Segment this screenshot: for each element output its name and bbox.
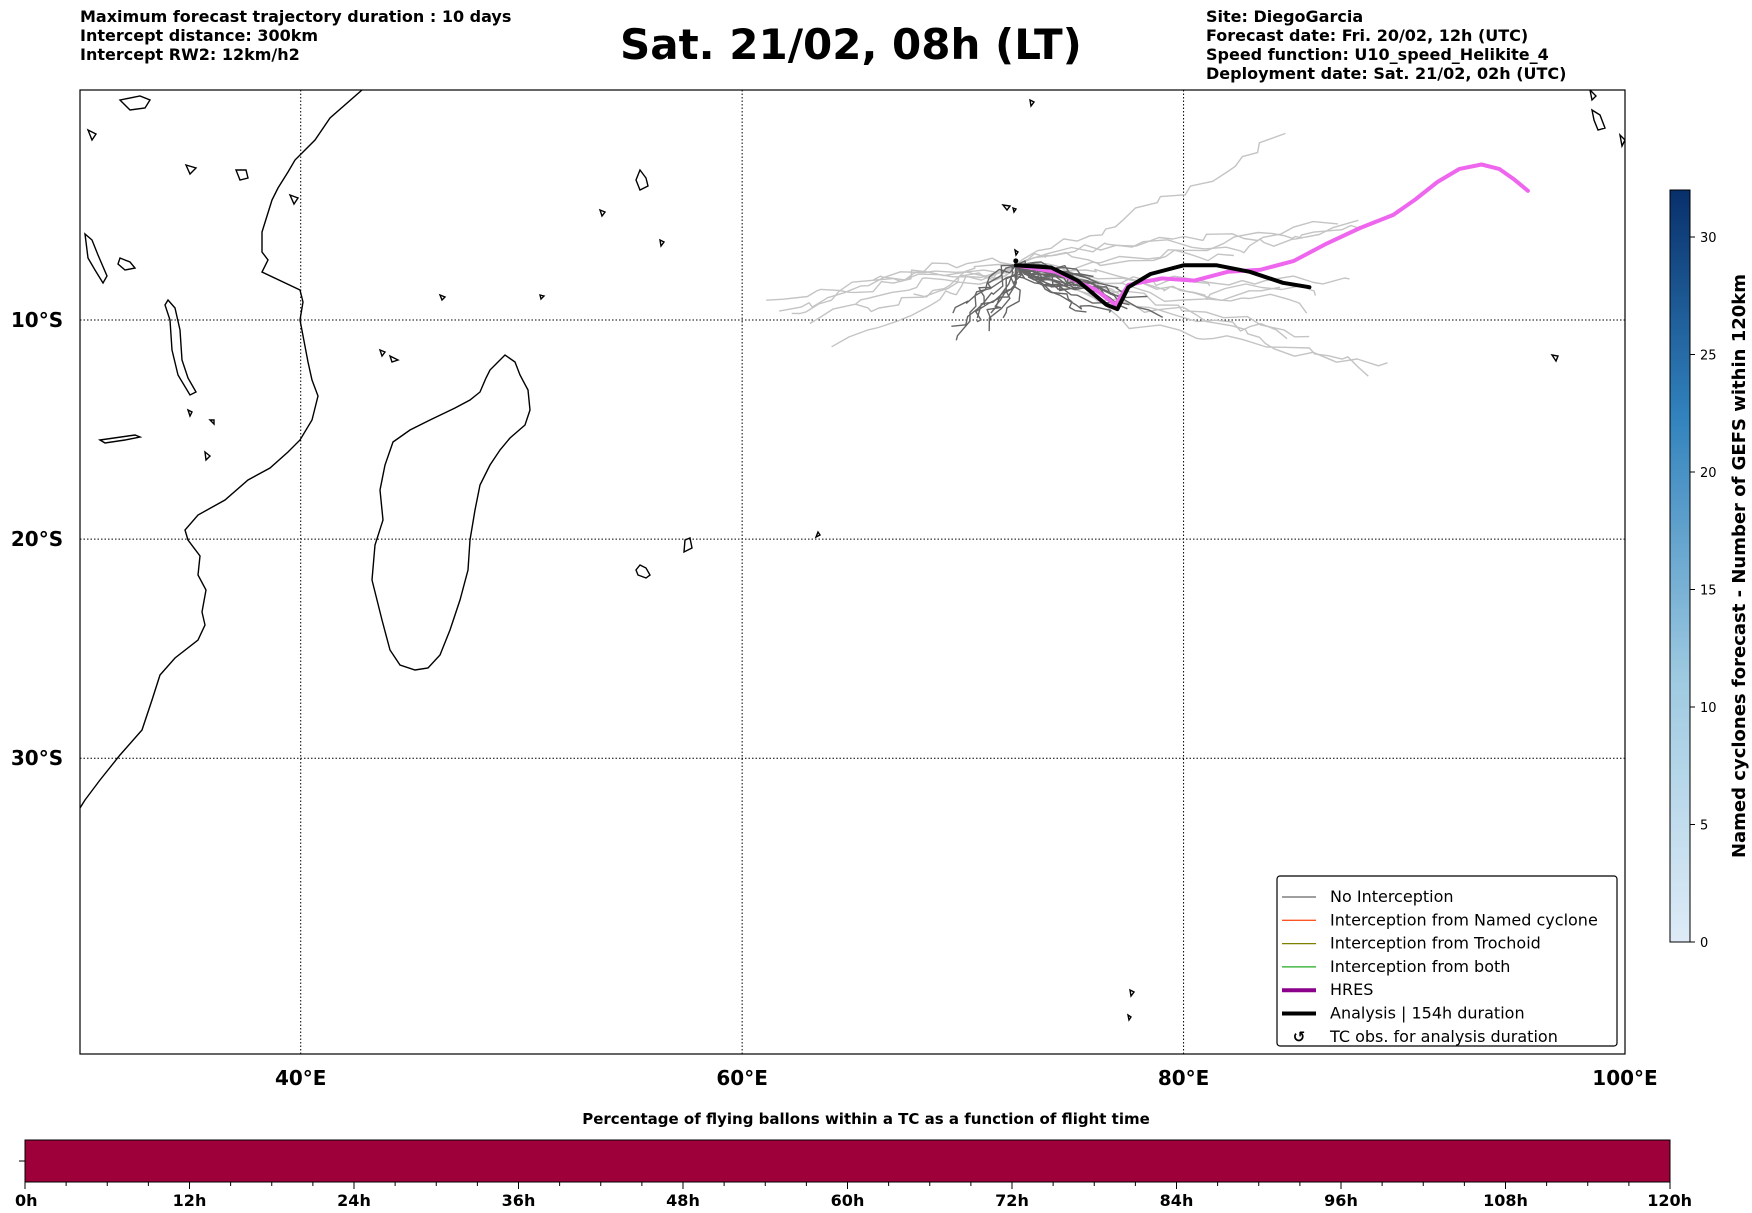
legend-item: Interception from both: [1282, 957, 1510, 976]
legend-box: [1276, 875, 1618, 1047]
colorbar-tick-label: 20: [1700, 466, 1717, 481]
ensemble-trajectory: [951, 264, 1016, 327]
timebar-tick-label: 36h: [502, 1191, 536, 1210]
timebar-tick-label: 60h: [831, 1191, 865, 1210]
lon-tick-label: 100°E: [1592, 1066, 1657, 1090]
ensemble-trajectory: [809, 263, 1016, 325]
legend-item: No Interception: [1282, 887, 1454, 906]
colorbar-tick-label: 5: [1700, 819, 1708, 834]
ensemble-trajectory: [1015, 219, 1359, 266]
madagascar-coastline: [371, 354, 531, 671]
param-intercept-rw2: Intercept RW2: 12km/h2: [80, 45, 300, 64]
colorbar-tick-label: 10: [1700, 701, 1717, 716]
timebar-tick-label: 96h: [1324, 1191, 1358, 1210]
map-frame: [79, 89, 1626, 1055]
speed-function: Speed function: U10_speed_Helikite_4: [1206, 45, 1549, 64]
map-title: Sat. 21/02, 08h (LT): [620, 20, 1082, 69]
cyclone-count-colorbar: Named cyclones forecast - Number of GEFS…: [1669, 189, 1750, 951]
legend-label: HRES: [1330, 980, 1373, 999]
legend-label: Interception from Trochoid: [1330, 934, 1541, 953]
timebar-tick-label: 0h: [15, 1191, 38, 1210]
timebar-tick-label: 108h: [1483, 1191, 1528, 1210]
longitude-labels: 40°E 60°E 80°E 100°E: [275, 1066, 1658, 1090]
colorbar-label: Named cyclones forecast - Number of GEFS…: [1729, 274, 1750, 858]
ensemble-trajectory: [1015, 132, 1286, 266]
map-legend: No Interception Interception from Named c…: [1276, 875, 1618, 1047]
ensemble-trajectory: [1002, 265, 1021, 319]
colorbar-tick-label: 30: [1700, 231, 1717, 246]
analysis-trajectory: [1013, 263, 1312, 312]
site-marker: [1013, 258, 1019, 264]
lon-tick-label: 40°E: [275, 1066, 327, 1090]
site-info: Site: DiegoGarcia Forecast date: Fri. 20…: [1206, 7, 1566, 83]
site-name: Site: DiegoGarcia: [1206, 7, 1364, 26]
timebar-tick-label: 12h: [173, 1191, 207, 1210]
ensemble-trajectory: [1015, 220, 1339, 266]
legend-label: Analysis | 154h duration: [1330, 1004, 1525, 1023]
colorbar-tick-label: 25: [1700, 349, 1717, 364]
lat-tick-label: 30°S: [11, 746, 63, 770]
legend-item: Analysis | 154h duration: [1282, 1004, 1525, 1023]
colorbar-tick-label: 15: [1700, 584, 1717, 599]
lon-tick-label: 80°E: [1158, 1066, 1210, 1090]
lat-tick-label: 10°S: [11, 308, 63, 332]
legend-item: HRES: [1282, 980, 1373, 999]
africa-coastline: [80, 90, 363, 809]
ensemble-trajectory: [1015, 264, 1112, 313]
param-duration: Maximum forecast trajectory duration : 1…: [80, 7, 512, 26]
legend-item: Interception from Named cyclone: [1282, 910, 1598, 929]
lat-tick-label: 20°S: [11, 527, 63, 551]
ensemble-trajectory: [791, 264, 1017, 315]
ensemble-trajectory: [766, 264, 1017, 301]
ensemble-trajectory: [955, 264, 1017, 341]
forecast-date: Forecast date: Fri. 20/02, 12h (UTC): [1206, 26, 1529, 45]
tc-obs-marker-icon: ↺: [1293, 1028, 1306, 1046]
ensemble-trajectory: [952, 264, 1016, 314]
timebar-tick-label: 24h: [337, 1191, 371, 1210]
ensemble-trajectory: [975, 264, 1022, 323]
trajectory-layer: [766, 132, 1530, 377]
flight-time-bar: Percentage of flying ballons within a TC…: [15, 1110, 1692, 1210]
ensemble-trajectory: [779, 264, 1017, 312]
legend-label: TC obs. for analysis duration: [1329, 1027, 1558, 1046]
lon-tick-label: 60°E: [716, 1066, 768, 1090]
ensemble-trajectory: [1015, 263, 1281, 302]
legend-label: Interception from Named cyclone: [1330, 910, 1598, 929]
hres-trajectory: [1013, 162, 1530, 307]
timebar-title: Percentage of flying ballons within a TC…: [582, 1110, 1150, 1128]
ensemble-trajectory: [1015, 249, 1234, 267]
timebar-fill: [24, 1139, 1671, 1183]
legend-label: Interception from both: [1330, 957, 1510, 976]
colorbar-tick-label: 0: [1700, 936, 1708, 951]
deployment-date: Deployment date: Sat. 21/02, 02h (UTC): [1206, 64, 1567, 83]
forecast-parameters: Maximum forecast trajectory duration : 1…: [80, 7, 511, 64]
timebar-tick-label: 48h: [666, 1191, 700, 1210]
param-intercept-distance: Intercept distance: 300km: [80, 26, 319, 45]
timebar-tick-label: 72h: [995, 1191, 1029, 1210]
timebar-tick-label: 84h: [1160, 1191, 1194, 1210]
latitude-labels: 10°S 20°S 30°S: [11, 308, 63, 770]
legend-label: No Interception: [1330, 887, 1454, 906]
legend-item: Interception from Trochoid: [1282, 934, 1541, 953]
legend-item: ↺ TC obs. for analysis duration: [1293, 1027, 1558, 1046]
colorbar-scale: [1669, 189, 1691, 943]
coastlines: [80, 90, 1625, 1022]
timebar-tick-label: 120h: [1647, 1191, 1692, 1210]
